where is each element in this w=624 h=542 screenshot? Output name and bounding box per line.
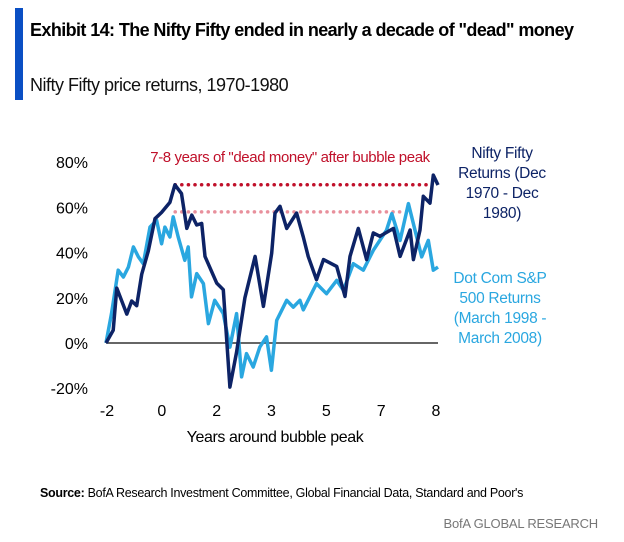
legend-nifty-fifty-line: 1980) bbox=[483, 205, 521, 222]
y-tick-label: 80% bbox=[56, 155, 88, 172]
source-label: Source: bbox=[40, 486, 85, 500]
y-tick-label: -20% bbox=[51, 381, 88, 398]
legend-dotcom-line: (March 1998 - bbox=[454, 310, 547, 327]
x-tick-label: 8 bbox=[432, 403, 441, 420]
x-tick-label: -2 bbox=[100, 403, 114, 420]
legend-nifty-fifty-line: Nifty Fifty bbox=[471, 145, 533, 162]
y-tick-label: 40% bbox=[56, 246, 88, 263]
x-axis-label: Years around bubble peak bbox=[187, 429, 365, 446]
y-tick-label: 20% bbox=[56, 291, 88, 308]
x-tick-label: 3 bbox=[267, 403, 276, 420]
annotation: 7-8 years of "dead money" after bubble p… bbox=[150, 149, 430, 166]
x-tick-label: 0 bbox=[157, 403, 166, 420]
legend-dotcom-line: Dot Com S&P bbox=[453, 270, 546, 287]
source-text: BofA Research Investment Committee, Glob… bbox=[84, 486, 524, 500]
y-tick-label: 60% bbox=[56, 200, 88, 217]
legend-dotcom-line: March 2008) bbox=[458, 330, 542, 347]
source-note: Source: BofA Research Investment Committ… bbox=[40, 486, 523, 500]
y-tick-label: 0% bbox=[65, 336, 88, 353]
chart-subtitle: Nifty Fifty price returns, 1970-1980 bbox=[30, 75, 289, 95]
legend-dotcom-line: 500 Returns bbox=[459, 290, 541, 307]
title-accent-bar bbox=[15, 8, 23, 100]
chart-title: Exhibit 14: The Nifty Fifty ended in nea… bbox=[30, 20, 574, 40]
x-tick-label: 2 bbox=[212, 403, 221, 420]
legend-nifty-fifty-line: Returns (Dec bbox=[458, 165, 546, 182]
x-tick-label: 7 bbox=[377, 403, 386, 420]
legend-nifty-fifty-line: 1970 - Dec bbox=[466, 185, 539, 202]
x-tick-label: 5 bbox=[322, 403, 331, 420]
nifty-fifty-line bbox=[104, 173, 440, 389]
brand-footer: BofA GLOBAL RESEARCH bbox=[443, 516, 599, 531]
